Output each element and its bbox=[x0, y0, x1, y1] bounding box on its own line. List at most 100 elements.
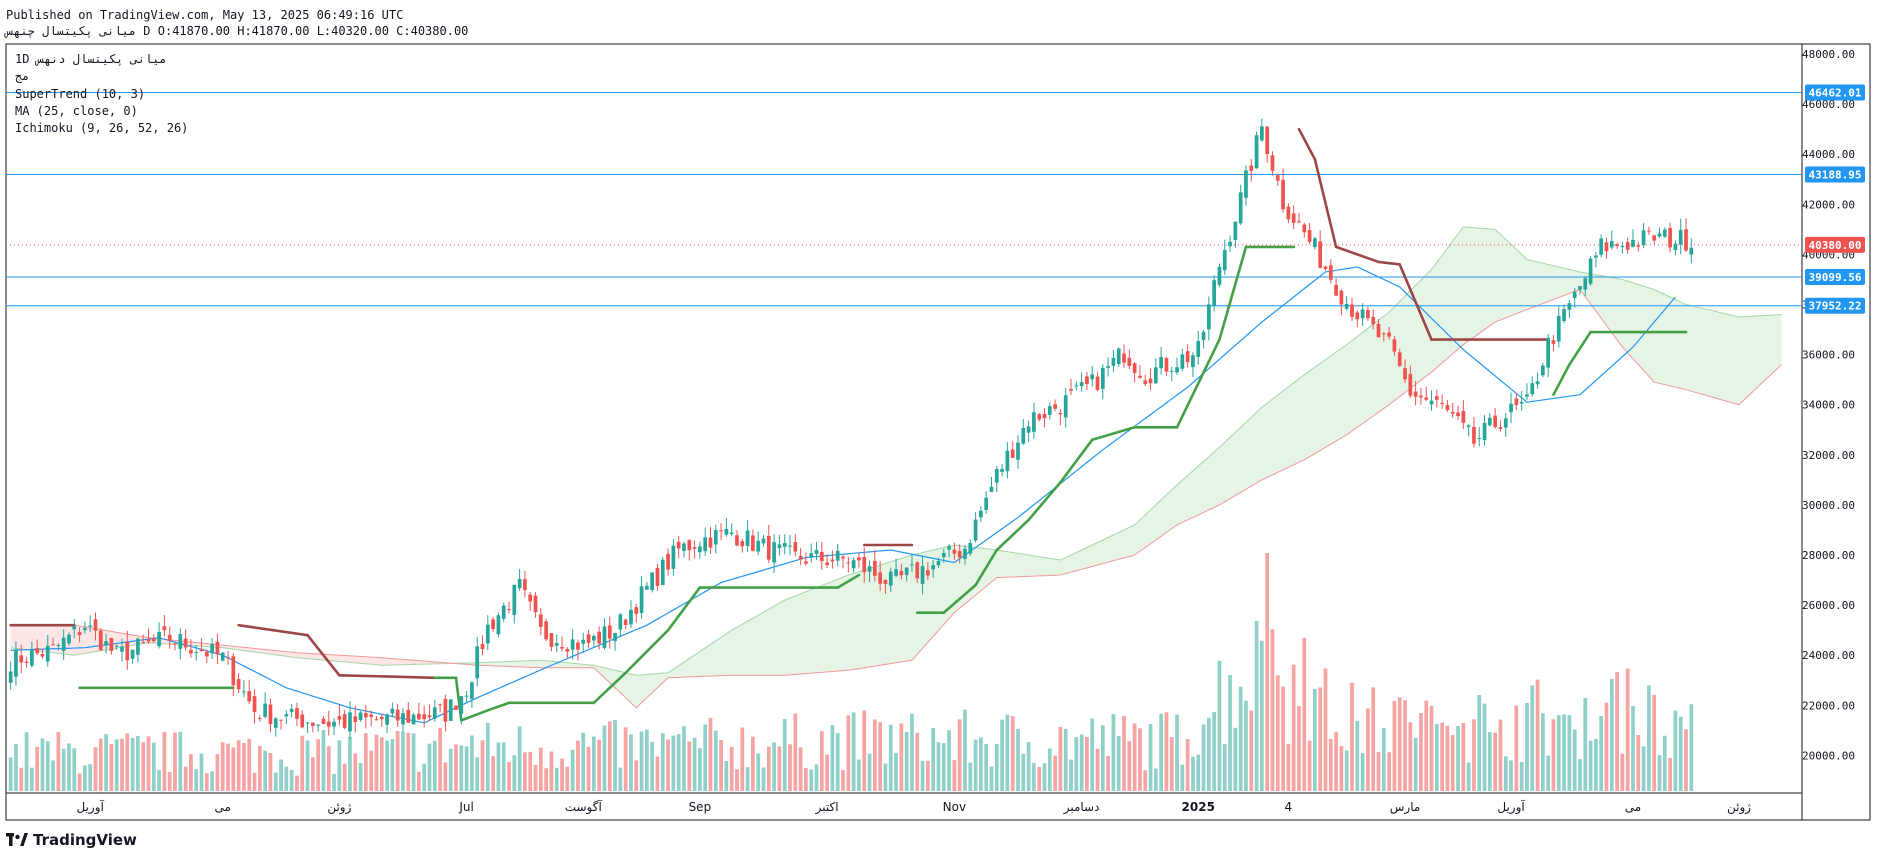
candle-body bbox=[485, 624, 490, 644]
legend-ichimoku[interactable]: Ichimoku (9, 26, 52, 26) bbox=[15, 121, 189, 135]
candle-body bbox=[878, 572, 882, 584]
volume-bar bbox=[1493, 732, 1498, 791]
volume-bar bbox=[284, 766, 289, 791]
volume-bar bbox=[1551, 719, 1556, 791]
candle-body bbox=[1180, 354, 1185, 369]
candle-body bbox=[1328, 265, 1333, 280]
volume-bar bbox=[1111, 714, 1116, 791]
candle-body bbox=[1323, 266, 1328, 269]
candle-body bbox=[703, 537, 708, 552]
volume-bar bbox=[1153, 768, 1158, 791]
candle-body bbox=[130, 649, 135, 659]
volume-bar bbox=[406, 732, 411, 791]
legend-ma[interactable]: MA (25, close, 0) bbox=[15, 104, 138, 118]
volume-bar bbox=[1625, 668, 1630, 791]
volume-bar bbox=[1662, 735, 1667, 791]
legend-supertrend[interactable]: SuperTrend (10, 3) bbox=[15, 87, 146, 101]
volume-bar bbox=[676, 734, 681, 791]
volume-bar bbox=[1270, 629, 1275, 791]
volume-bar bbox=[1217, 660, 1222, 791]
volume-bar bbox=[257, 746, 262, 791]
candle-body bbox=[358, 712, 363, 720]
symbol-name: ميانى پکيتسال bbox=[42, 24, 137, 38]
candle-body bbox=[724, 528, 729, 535]
candle-body bbox=[517, 578, 522, 589]
exchange-name: چنهس bbox=[6, 24, 35, 38]
time-axis[interactable]: آوریل می ژوئن Jul آگوست Sep اکتبر Nov دسامبر 2025… bbox=[76, 799, 1751, 815]
candle-body bbox=[178, 634, 183, 649]
candle-body bbox=[1572, 291, 1577, 299]
candle-body bbox=[910, 564, 914, 566]
candle-body bbox=[1148, 378, 1153, 384]
candle-body bbox=[88, 625, 93, 627]
volume-bar bbox=[523, 752, 527, 791]
candle-body bbox=[183, 638, 188, 648]
volume-bar bbox=[1010, 716, 1015, 791]
volume-bar bbox=[581, 732, 586, 791]
volume-bar bbox=[1668, 757, 1672, 791]
volume-bar bbox=[666, 739, 670, 791]
level-price-label: 37952.22 bbox=[1809, 300, 1862, 313]
volume-bar bbox=[1063, 728, 1068, 791]
candle-body bbox=[1684, 229, 1688, 251]
candle-body bbox=[1620, 245, 1625, 248]
candle-body bbox=[501, 605, 506, 619]
horizontal-levels[interactable] bbox=[6, 92, 1802, 307]
candle-body bbox=[1100, 367, 1105, 389]
candle-body bbox=[1360, 309, 1365, 319]
candle-body bbox=[819, 551, 824, 562]
candle-body bbox=[735, 535, 739, 546]
candle-body bbox=[279, 719, 283, 721]
candle-body bbox=[904, 567, 909, 576]
tradingview-brand[interactable]: TradingView bbox=[6, 831, 137, 849]
supertrend-segment bbox=[836, 573, 861, 589]
volume-bar bbox=[894, 753, 898, 791]
volume-bar bbox=[989, 766, 994, 791]
volume-bar bbox=[1275, 675, 1280, 791]
volume-bar bbox=[1053, 755, 1057, 791]
price-labels: 46462.01 43188.95 39099.56 37952.22 40380.00 bbox=[1805, 84, 1865, 314]
candle-body bbox=[708, 537, 713, 548]
volume-bar bbox=[1281, 686, 1285, 791]
supertrend-segment bbox=[1398, 263, 1433, 341]
volume-bar bbox=[369, 750, 374, 791]
volume-bar bbox=[740, 727, 745, 791]
volume-bar bbox=[1472, 719, 1476, 791]
candle-body bbox=[1594, 255, 1598, 258]
time-tick-label: Jul bbox=[458, 800, 473, 814]
candle-body bbox=[236, 679, 241, 690]
candle-body bbox=[756, 540, 761, 552]
volume-bar bbox=[618, 767, 623, 791]
volume-bar bbox=[40, 738, 45, 791]
candle-body bbox=[1286, 206, 1291, 220]
volume-bar bbox=[348, 736, 352, 791]
candle-body bbox=[364, 713, 368, 718]
volume-bar bbox=[809, 769, 814, 791]
candle-body bbox=[1090, 374, 1095, 380]
candle-body bbox=[1503, 418, 1508, 428]
candle-body bbox=[936, 560, 941, 566]
volume-bar bbox=[390, 739, 395, 791]
volume-bar bbox=[1647, 685, 1651, 791]
time-tick-label: 4 bbox=[1285, 800, 1293, 814]
volume-bar bbox=[480, 740, 485, 791]
candle-body bbox=[629, 609, 633, 625]
candle-body bbox=[385, 714, 389, 725]
candle-body bbox=[401, 713, 405, 725]
candle-body bbox=[1302, 224, 1307, 233]
candle-body bbox=[337, 716, 342, 720]
price-axis[interactable]: 20000.00 22000.00 24000.00 26000.00 28000.00… bbox=[1802, 48, 1855, 762]
candle-body bbox=[507, 609, 511, 611]
candle-body bbox=[920, 566, 925, 584]
brand-name: TradingView bbox=[33, 831, 137, 849]
candle-body bbox=[740, 541, 745, 547]
candle-body bbox=[538, 614, 543, 627]
candle-body bbox=[1244, 170, 1248, 198]
volume-bar bbox=[941, 743, 946, 791]
candle-body bbox=[692, 547, 697, 549]
volume-bar bbox=[183, 766, 188, 791]
volume-bar bbox=[1429, 705, 1434, 791]
volume-bar bbox=[724, 761, 729, 791]
candle-body bbox=[1530, 383, 1535, 395]
